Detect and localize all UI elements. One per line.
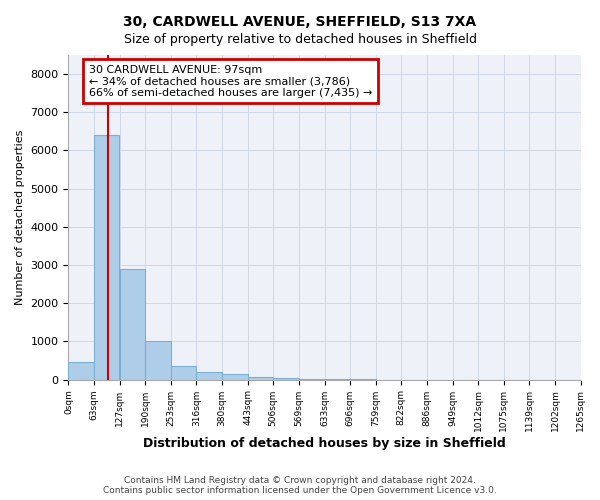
Bar: [171, 366, 196, 380]
Bar: [94, 135, 119, 380]
Text: Size of property relative to detached houses in Sheffield: Size of property relative to detached ho…: [124, 32, 476, 46]
Text: Contains HM Land Registry data © Crown copyright and database right 2024.
Contai: Contains HM Land Registry data © Crown c…: [103, 476, 497, 495]
Bar: [145, 342, 171, 380]
Bar: [68, 362, 94, 380]
X-axis label: Distribution of detached houses by size in Sheffield: Distribution of detached houses by size …: [143, 437, 506, 450]
Bar: [222, 374, 248, 380]
Bar: [196, 372, 222, 380]
Bar: [248, 376, 273, 380]
Bar: [273, 378, 299, 380]
Bar: [120, 269, 145, 380]
Text: 30 CARDWELL AVENUE: 97sqm
← 34% of detached houses are smaller (3,786)
66% of se: 30 CARDWELL AVENUE: 97sqm ← 34% of detac…: [89, 64, 372, 98]
Text: 30, CARDWELL AVENUE, SHEFFIELD, S13 7XA: 30, CARDWELL AVENUE, SHEFFIELD, S13 7XA: [124, 15, 476, 29]
Y-axis label: Number of detached properties: Number of detached properties: [15, 130, 25, 305]
Bar: [299, 379, 324, 380]
